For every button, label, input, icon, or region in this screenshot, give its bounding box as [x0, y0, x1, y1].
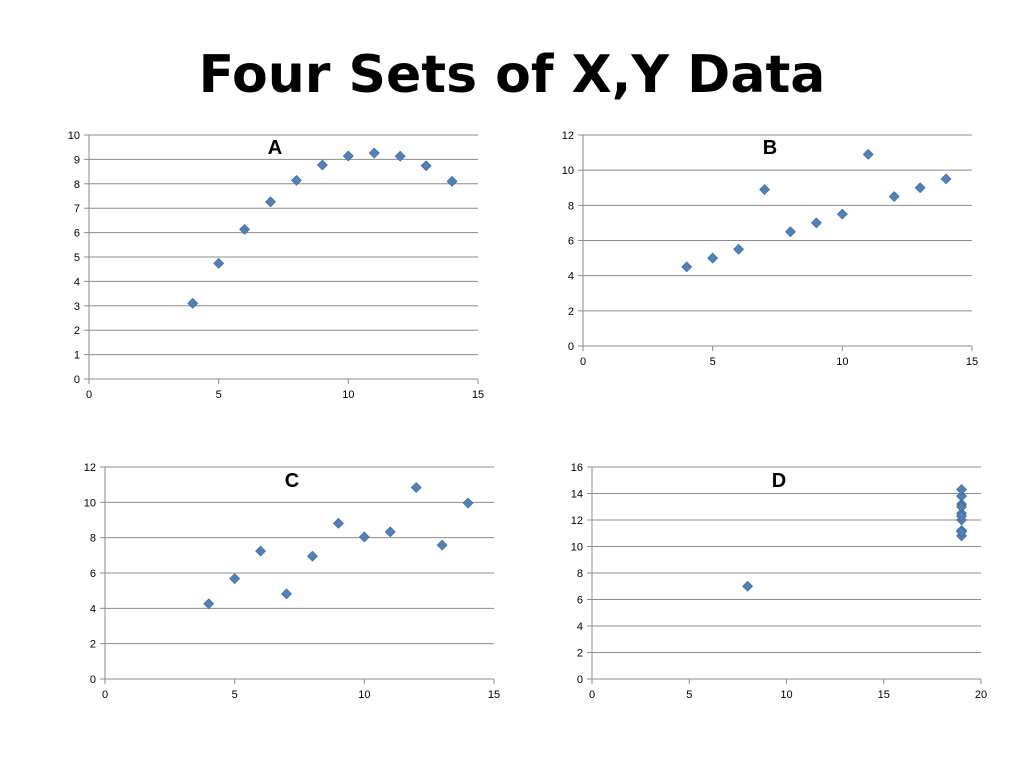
- data-point: [733, 243, 745, 255]
- scatter-chart-c: 0 2 4 6 8 10 12 0 5 10 15 C: [84, 462, 500, 701]
- data-point: [368, 147, 380, 159]
- data-point: [446, 175, 458, 187]
- y-tick-label: 7: [74, 203, 80, 215]
- y-tick-label: 0: [568, 341, 574, 353]
- y-tick-label: 8: [74, 179, 80, 191]
- data-point: [265, 196, 276, 208]
- y-tick-label: 16: [571, 462, 583, 474]
- chart-title: D: [772, 470, 786, 492]
- x-tick-label: 0: [86, 389, 92, 401]
- y-tick-label: 0: [90, 674, 96, 686]
- y-tick-label: 8: [90, 533, 96, 545]
- y-tick-label: 14: [571, 489, 583, 501]
- y-tick-label: 10: [562, 165, 574, 177]
- y-tick-label: 12: [571, 515, 583, 527]
- x-tick-label: 10: [342, 389, 354, 401]
- x-tick-label: 10: [780, 689, 792, 701]
- y-tick-label: 5: [74, 252, 80, 264]
- x-tick-label: 15: [878, 689, 890, 701]
- data-point: [707, 252, 719, 264]
- scatter-chart-b: 0 2 4 6 8 10 12 0 5 10 15 B: [562, 130, 978, 368]
- data-point: [956, 526, 967, 538]
- x-tick-label: 15: [966, 356, 978, 368]
- x-tick-label: 5: [686, 689, 692, 701]
- data-point: [759, 184, 770, 195]
- data-point: [888, 191, 900, 202]
- y-tick-label: 4: [74, 276, 80, 288]
- data-point: [436, 539, 448, 551]
- data-point: [462, 497, 474, 509]
- data-point: [681, 261, 693, 273]
- y-tick-label: 4: [568, 271, 574, 283]
- data-point: [281, 588, 292, 600]
- y-tick-label: 2: [568, 306, 574, 318]
- x-tick-label: 5: [216, 389, 222, 401]
- data-point: [956, 484, 967, 495]
- data-point: [956, 490, 967, 502]
- y-tick-label: 3: [74, 301, 80, 313]
- data-point: [742, 580, 754, 592]
- y-tick-label: 12: [84, 462, 96, 474]
- data-point: [384, 526, 396, 538]
- x-tick-label: 0: [589, 689, 595, 701]
- data-point: [420, 160, 432, 172]
- y-tick-label: 0: [577, 674, 583, 686]
- data-point: [394, 150, 406, 162]
- x-tick-label: 10: [836, 356, 848, 368]
- data-point: [956, 510, 967, 522]
- y-tick-label: 2: [577, 648, 583, 660]
- data-point: [229, 573, 241, 585]
- slide-title: Four Sets of X,Y Data: [198, 45, 826, 105]
- chart-title: B: [763, 137, 777, 159]
- y-tick-label: 6: [568, 236, 574, 248]
- data-point: [862, 148, 874, 160]
- data-point: [307, 550, 318, 562]
- data-point: [956, 501, 967, 513]
- y-tick-label: 0: [74, 374, 80, 386]
- y-tick-label: 4: [577, 621, 583, 633]
- y-tick-label: 2: [74, 325, 80, 337]
- scatter-chart-a: 0 1 2 3 4 5 6 7 8 9 10 0 5 10 15 A: [68, 130, 484, 401]
- data-point: [213, 257, 225, 269]
- y-tick-label: 1: [74, 350, 80, 362]
- data-point: [316, 159, 328, 171]
- scatter-chart-d: 0 2 4 6 8 10 12 14 16 0 5 10 15 20 D: [571, 462, 987, 701]
- data-point: [940, 173, 952, 185]
- x-tick-label: 15: [488, 689, 500, 701]
- data-point: [255, 545, 267, 557]
- x-tick-label: 5: [232, 689, 238, 701]
- x-tick-label: 20: [975, 689, 987, 701]
- y-tick-label: 6: [74, 228, 80, 240]
- y-tick-label: 10: [84, 497, 96, 509]
- y-tick-label: 10: [571, 542, 583, 554]
- chart-title: A: [268, 137, 282, 159]
- y-tick-label: 4: [90, 603, 96, 615]
- data-point: [239, 224, 251, 235]
- x-tick-label: 10: [358, 689, 370, 701]
- data-point: [291, 174, 302, 186]
- data-point: [836, 208, 848, 220]
- data-point: [342, 150, 354, 162]
- data-point: [785, 226, 796, 238]
- x-tick-label: 0: [102, 689, 108, 701]
- x-tick-label: 5: [710, 356, 716, 368]
- data-point: [914, 182, 926, 194]
- data-point: [203, 598, 215, 610]
- y-tick-label: 10: [68, 130, 80, 142]
- data-point: [358, 531, 370, 543]
- y-tick-label: 6: [577, 595, 583, 607]
- y-tick-label: 9: [74, 154, 80, 166]
- chart-title: C: [285, 470, 299, 492]
- data-point: [187, 297, 199, 309]
- y-tick-label: 8: [568, 200, 574, 212]
- y-tick-label: 2: [90, 639, 96, 651]
- data-point: [810, 217, 822, 229]
- y-tick-label: 12: [562, 130, 574, 142]
- y-tick-label: 6: [90, 568, 96, 580]
- y-tick-label: 8: [577, 568, 583, 580]
- x-tick-label: 15: [472, 389, 484, 401]
- data-point: [410, 482, 422, 493]
- x-tick-label: 0: [580, 356, 586, 368]
- data-point: [332, 517, 344, 529]
